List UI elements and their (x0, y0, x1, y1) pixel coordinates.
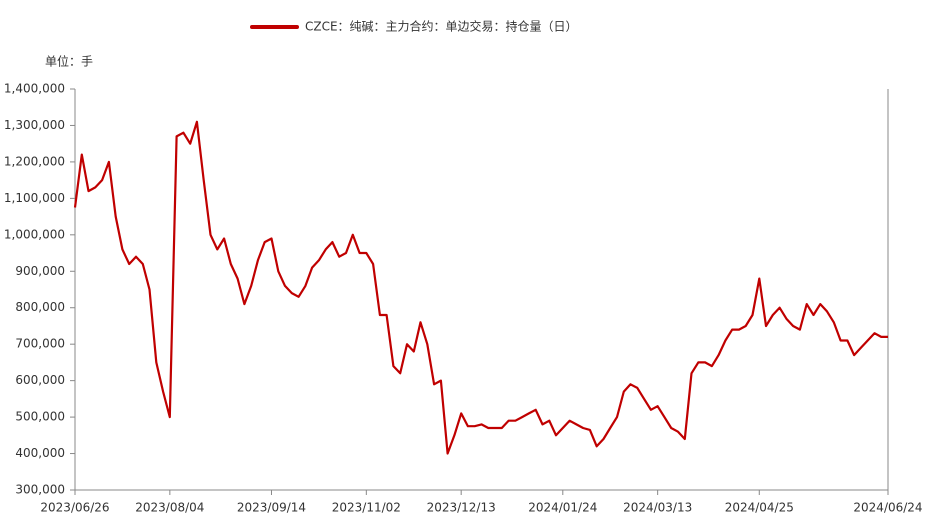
y-tick-label: 1,300,000 (4, 118, 65, 132)
x-tick-label: 2024/03/13 (623, 501, 692, 515)
y-tick-label: 400,000 (15, 446, 65, 460)
y-tick-label: 1,000,000 (4, 227, 65, 241)
x-tick-label: 2023/12/13 (427, 501, 496, 515)
y-tick-label: 1,200,000 (4, 154, 65, 168)
x-tick-label: 2023/09/14 (237, 501, 306, 515)
y-tick-label: 700,000 (15, 337, 65, 351)
y-tick-label: 300,000 (15, 483, 65, 497)
x-tick-label: 2023/06/26 (40, 501, 109, 515)
y-tick-label: 500,000 (15, 410, 65, 424)
y-tick-label: 800,000 (15, 300, 65, 314)
line (73, 120, 888, 455)
x-tick-label: 2024/06/24 (853, 501, 922, 515)
x-tick-label: 2024/04/25 (725, 501, 794, 515)
legend-label: CZCE：纯碱：主力合约：单边交易：持仓量（日） (305, 19, 578, 34)
y-tick-label: 600,000 (15, 373, 65, 387)
x-tick-label: 2023/08/04 (135, 501, 204, 515)
y-tick-label: 900,000 (15, 264, 65, 278)
y-tick-label: 1,400,000 (4, 82, 65, 96)
unit-label: 单位：手 (45, 54, 93, 69)
y-tick-label: 1,100,000 (4, 191, 65, 205)
x-tick-label: 2023/11/02 (332, 501, 401, 515)
x-tick-label: 2024/01/24 (528, 501, 597, 515)
